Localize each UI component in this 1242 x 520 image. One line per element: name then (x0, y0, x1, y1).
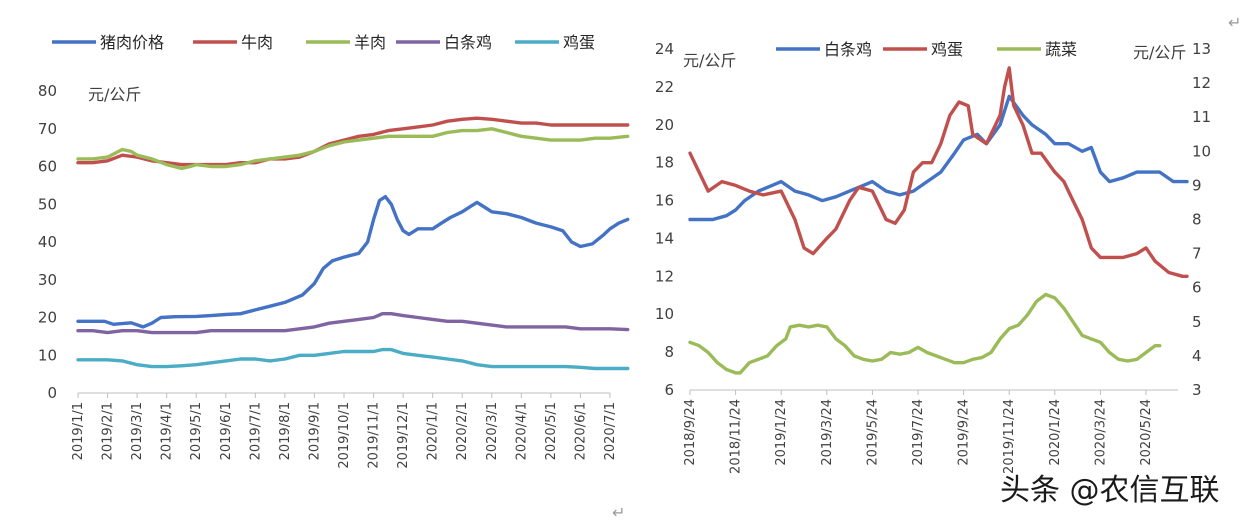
left-y-tick: 80 (38, 82, 57, 100)
left-y-tick: 70 (38, 120, 57, 138)
right-x-tick: 2019/3/24 (820, 399, 835, 466)
left-x-tick: 2019/6/1 (219, 402, 234, 460)
left-x-tick: 2020/7/1 (603, 402, 618, 460)
right-legend-label-0: 白条鸡 (824, 40, 872, 59)
left-legend-label-1: 牛肉 (241, 33, 273, 52)
right-chart: 6 8 10 12 14 16 18 20 22 24 3 4 5 6 7 8 9 10 11 12 13 2018/9/… (655, 40, 1211, 474)
left-series-line-0 (76, 195, 630, 329)
right-chart-right-y-tick: 7 (1192, 245, 1202, 263)
right-chart-right-y-tick: 13 (1192, 40, 1211, 58)
right-series-line-1 (688, 66, 1189, 278)
right-chart-right-y-tick: 4 (1192, 347, 1202, 365)
left-series-line-2 (76, 127, 630, 171)
left-series-line-4 (76, 347, 630, 371)
left-x-tick: 2019/10/1 (337, 402, 352, 469)
left-legend-label-2: 羊肉 (354, 33, 386, 52)
watermark: 头条 @农信互联 (1000, 473, 1220, 508)
left-y-tick: 50 (38, 195, 57, 213)
right-chart-left-y-tick: 18 (655, 154, 674, 172)
left-x-tick: 2019/9/1 (307, 402, 322, 460)
right-chart-right-y-tick: 12 (1192, 74, 1211, 92)
right-chart-left-y-tick: 14 (655, 229, 674, 247)
right-chart-left-y-tick: 12 (655, 267, 674, 285)
left-x-tick: 2019/8/1 (278, 402, 293, 460)
left-y-tick: 0 (47, 384, 57, 402)
right-x-tick: 2019/7/24 (911, 399, 926, 466)
right-chart-left-unit: 元/公斤 (683, 51, 736, 70)
left-y-tick: 20 (38, 309, 57, 327)
left-x-tick: 2019/1/1 (71, 402, 86, 460)
left-x-tick: 2019/5/1 (189, 402, 204, 460)
right-chart-right-y-tick: 6 (1192, 279, 1202, 297)
left-legend-label-4: 鸡蛋 (563, 33, 595, 52)
right-x-tick: 2018/9/24 (683, 399, 698, 466)
right-series-line-0 (688, 94, 1189, 222)
left-x-tick: 2019/2/1 (101, 402, 116, 460)
right-x-tick: 2019/9/24 (957, 399, 972, 466)
right-x-tick: 2018/11/24 (729, 399, 744, 474)
left-x-tick: 2020/2/1 (455, 402, 470, 460)
left-y-tick: 60 (38, 158, 57, 176)
right-chart-right-y-tick: 3 (1192, 381, 1202, 399)
right-chart-right-y-tick: 8 (1192, 211, 1202, 229)
left-legend-label-3: 白条鸡 (444, 33, 492, 52)
return-mark-right: ↵ (1228, 13, 1241, 32)
right-x-tick: 2020/5/24 (1139, 399, 1154, 466)
right-chart-left-y-tick: 20 (655, 116, 674, 134)
right-chart-right-unit: 元/公斤 (1133, 43, 1186, 62)
right-chart-left-y-tick: 24 (655, 40, 674, 58)
left-x-tick: 2020/1/1 (426, 402, 441, 460)
right-chart-left-y-tick: 16 (655, 192, 674, 210)
right-x-tick: 2020/3/24 (1093, 399, 1108, 466)
left-x-tick: 2019/4/1 (160, 402, 175, 460)
right-chart-right-y-tick: 10 (1192, 142, 1211, 160)
right-chart-left-y-tick: 6 (664, 381, 674, 399)
left-y-tick: 10 (38, 346, 57, 364)
right-x-tick: 2020/1/24 (1048, 399, 1063, 466)
return-mark-bottom: ↵ (612, 503, 625, 520)
left-y-tick: 30 (38, 271, 57, 289)
left-x-tick: 2019/12/1 (396, 402, 411, 469)
right-chart-right-y-tick: 9 (1192, 176, 1202, 194)
right-chart-left-y-tick: 22 (655, 78, 674, 96)
right-chart-left-y-tick: 10 (655, 305, 674, 323)
left-x-tick: 2019/11/1 (367, 402, 382, 469)
left-x-tick: 2020/3/1 (485, 402, 500, 460)
left-x-tick: 2019/7/1 (248, 402, 263, 460)
left-unit-label: 元/公斤 (88, 85, 141, 104)
left-chart: 0 10 20 30 40 50 60 70 80 2019/1/1 2019/2/1 2019/3/… (38, 33, 630, 469)
right-x-tick: 2019/5/24 (865, 399, 880, 466)
right-series-line-2 (688, 292, 1162, 375)
right-legend-label-2: 蔬菜 (1045, 40, 1077, 59)
left-x-tick: 2020/5/1 (544, 402, 559, 460)
left-series-line-1 (76, 116, 630, 167)
left-series-line-3 (76, 312, 630, 335)
right-chart-left-y-tick: 8 (664, 343, 674, 361)
left-x-tick: 2020/4/1 (514, 402, 529, 460)
left-legend-label-0: 猪肉价格 (100, 33, 164, 52)
left-x-tick: 2019/3/1 (130, 402, 145, 460)
right-chart-right-y-tick: 11 (1192, 108, 1211, 126)
right-chart-right-y-tick: 5 (1192, 313, 1202, 331)
left-x-tick: 2020/6/1 (573, 402, 588, 460)
right-x-tick: 2019/11/24 (1002, 399, 1017, 474)
right-x-tick: 2019/1/24 (774, 399, 789, 466)
left-y-tick: 40 (38, 233, 57, 251)
right-legend-label-1: 鸡蛋 (931, 40, 963, 59)
